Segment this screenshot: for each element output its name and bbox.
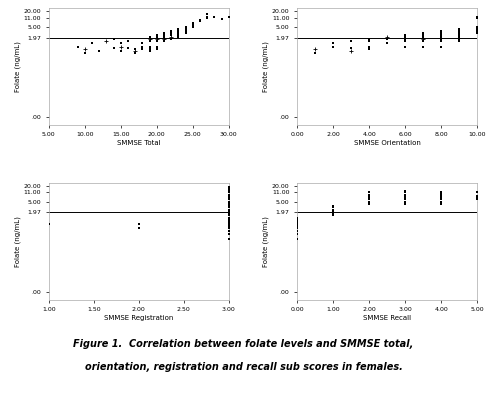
Y-axis label: Folate (ng/mL): Folate (ng/mL) <box>14 41 20 92</box>
Y-axis label: Folate (ng/mL): Folate (ng/mL) <box>14 216 20 267</box>
X-axis label: SMMSE Total: SMMSE Total <box>117 140 161 146</box>
X-axis label: SMMSE Recall: SMMSE Recall <box>363 315 412 321</box>
Y-axis label: Folate (ng/mL): Folate (ng/mL) <box>262 216 269 267</box>
X-axis label: SMMSE Registration: SMMSE Registration <box>104 315 173 321</box>
Text: orientation, registration and recall sub scores in females.: orientation, registration and recall sub… <box>85 362 402 372</box>
Y-axis label: Folate (ng/mL): Folate (ng/mL) <box>262 41 269 92</box>
Text: Figure 1.  Correlation between folate levels and SMMSE total,: Figure 1. Correlation between folate lev… <box>74 339 413 349</box>
X-axis label: SMMSE Orientation: SMMSE Orientation <box>354 140 421 146</box>
